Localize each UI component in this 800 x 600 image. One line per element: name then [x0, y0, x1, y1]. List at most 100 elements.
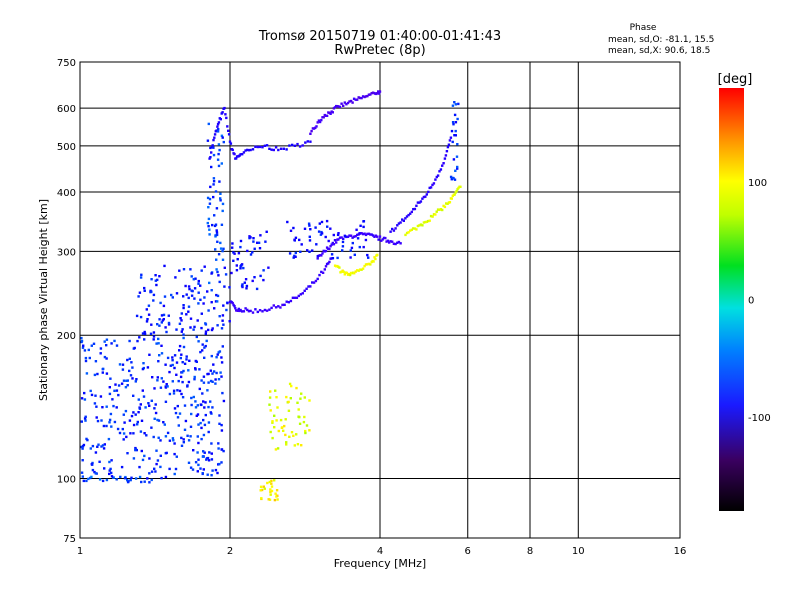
trace-point	[363, 264, 366, 268]
cluster-point	[187, 285, 191, 288]
trace-point	[361, 267, 365, 270]
cluster-point	[119, 475, 122, 479]
cluster-point	[162, 380, 165, 383]
cluster-point	[220, 429, 224, 432]
trace-point	[305, 287, 308, 290]
cluster-point	[197, 291, 200, 294]
cluster-point	[218, 280, 221, 284]
cluster-point	[153, 467, 156, 470]
cluster-point	[129, 374, 133, 377]
trace-point	[314, 279, 318, 283]
trace-point	[356, 233, 359, 237]
trace-point	[212, 138, 215, 142]
cluster-point	[205, 458, 208, 461]
cluster-point	[208, 233, 211, 236]
trace-point	[396, 224, 399, 227]
cluster-point	[208, 202, 212, 205]
trace-point	[328, 247, 331, 251]
cluster-point	[115, 344, 119, 347]
cluster-point	[308, 250, 311, 253]
cluster-point	[183, 362, 187, 365]
cluster-point	[143, 330, 146, 334]
cluster-point	[275, 495, 278, 498]
cluster-point	[180, 312, 183, 315]
colorbar-tick-label: -100	[748, 413, 771, 424]
trace-point	[399, 221, 402, 224]
trace-point	[435, 175, 438, 179]
cluster-point	[178, 389, 182, 393]
cluster-point	[192, 449, 195, 452]
cluster-point	[110, 342, 113, 345]
trace-point	[251, 148, 255, 151]
cluster-point	[109, 377, 112, 380]
cluster-point	[183, 404, 187, 407]
cluster-point	[222, 247, 225, 250]
cluster-point	[264, 240, 267, 243]
cluster-point	[216, 158, 220, 161]
cluster-point	[220, 461, 223, 464]
cluster-point	[215, 293, 218, 297]
trace-point	[249, 309, 252, 313]
cluster-point	[153, 407, 156, 410]
cluster-point	[182, 345, 186, 349]
cluster-point	[167, 323, 171, 326]
cluster-point	[192, 278, 195, 281]
trace-point	[361, 232, 365, 236]
cluster-point	[157, 342, 160, 345]
cluster-point	[331, 257, 335, 260]
cluster-point	[178, 412, 182, 415]
trace-point	[442, 162, 445, 165]
cluster-point	[164, 386, 168, 389]
trace-point	[309, 140, 312, 143]
trace-point	[405, 231, 409, 235]
trace-point	[373, 256, 376, 259]
cluster-point	[306, 249, 309, 252]
cluster-point	[143, 480, 146, 483]
cluster-point	[178, 269, 181, 272]
cluster-point	[94, 394, 97, 397]
cluster-point	[83, 391, 86, 395]
trace-point	[455, 189, 458, 193]
cluster-point	[181, 371, 184, 374]
cluster-point	[201, 472, 204, 476]
x-tick-label: 4	[377, 546, 383, 557]
cluster-point	[147, 304, 151, 307]
cluster-point	[239, 267, 242, 270]
trace-point	[453, 193, 456, 196]
cluster-point	[341, 245, 345, 248]
cluster-point	[180, 330, 183, 333]
cluster-point	[164, 363, 167, 366]
cluster-point	[292, 256, 295, 259]
cluster-point	[152, 435, 155, 439]
cluster-point	[289, 229, 293, 232]
cluster-point	[175, 328, 178, 331]
cluster-point	[174, 411, 178, 415]
cluster-point	[316, 255, 319, 258]
cluster-point	[210, 474, 213, 477]
trace-point	[293, 144, 297, 147]
cluster-point	[336, 233, 340, 236]
cluster-point	[89, 447, 92, 450]
cluster-point	[84, 359, 88, 363]
cluster-point	[133, 346, 136, 350]
trace-point	[285, 148, 288, 151]
cluster-point	[256, 241, 259, 244]
cluster-point	[134, 448, 137, 452]
trace-point	[428, 186, 431, 190]
cluster-point	[355, 228, 358, 231]
cluster-point	[253, 247, 256, 250]
cluster-point	[162, 318, 165, 321]
cluster-point	[118, 431, 122, 435]
cluster-point	[330, 253, 334, 256]
cluster-point	[165, 383, 168, 386]
cluster-point	[81, 475, 84, 478]
trace-point	[442, 204, 445, 208]
cluster-point	[309, 228, 312, 231]
cluster-point	[451, 176, 455, 180]
trace-point	[363, 95, 366, 99]
cluster-point	[289, 397, 292, 400]
trace-point	[320, 118, 323, 122]
trace-point	[316, 277, 319, 281]
cluster-point	[105, 372, 109, 375]
cluster-point	[219, 371, 222, 374]
